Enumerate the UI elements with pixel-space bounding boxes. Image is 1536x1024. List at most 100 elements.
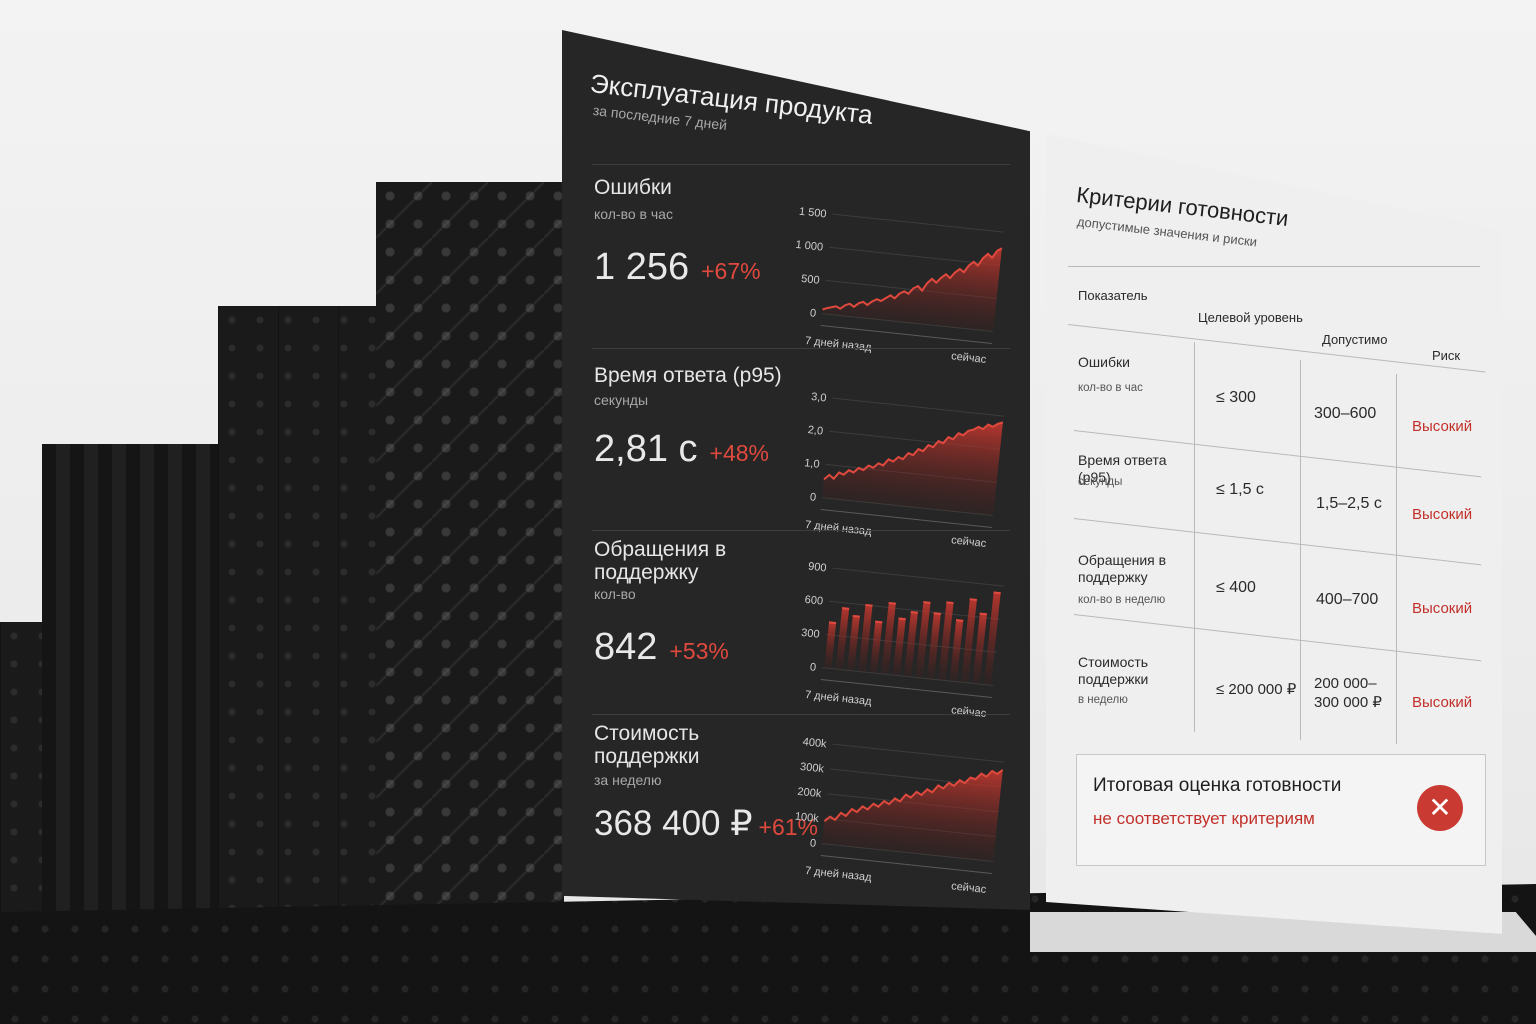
bar [961,598,977,683]
x-axis [820,679,992,698]
metric-delta: +48% [709,440,769,466]
metric-value-number: 2,81 с [594,428,698,470]
bar [972,612,987,685]
x-axis [820,325,992,344]
bar [835,607,850,670]
area-fill [822,248,1002,332]
metric-errors: Ошибки кол-во в час 1 256 +67% 0 500 1 000 1… [562,170,1030,366]
bar-top [993,591,1001,595]
series-line [823,769,1004,822]
row-target: ≤ 1,5 с [1216,481,1264,498]
bar [824,621,837,669]
y-tick-label: 0 [809,837,816,850]
verdict-status: не соответствует критериям [1093,809,1315,828]
divider [592,164,1010,165]
row-allowed: 300–600 [1314,405,1377,422]
row-allowed: 1,5–2,5 с [1316,495,1382,512]
background-slab [218,306,378,1024]
x-start-label: 7 дней назад [804,865,872,884]
metric-delta: +61% [758,814,818,840]
y-tick-label: 0 [809,307,816,320]
readiness-verdict: Итоговая оценка готовности не соответств… [1076,754,1486,866]
metric-value-number: 842 [594,626,658,668]
metric-value: 368 400 ₽ +61% [594,804,818,844]
bar-top [933,612,941,616]
x-end-label: сейчас [951,534,988,550]
y-tick-label: 400k [802,736,827,750]
area-fill [822,422,1003,516]
row-risk: Высокий [1412,694,1473,711]
metric-name: Ошибки [594,176,672,199]
x-icon: ✕ [1417,785,1463,831]
bar [869,620,883,674]
gridline [832,397,1004,417]
metric-support-cost: Стоимость поддержки за неделю 368 400 ₽ +… [562,718,1030,908]
y-tick-label: 300k [799,761,824,775]
row-target: ≤ 400 [1216,579,1256,596]
y-tick-label: 1 000 [795,239,824,254]
bar [904,610,918,677]
bar-top [969,598,977,601]
metric-value-number: 1 256 [594,246,690,288]
bar-top [875,620,883,624]
divider [592,530,1010,531]
metric-unit: секунды [594,392,649,408]
y-tick-label: 0 [809,491,816,504]
series-line [823,421,1004,481]
bar [983,591,1001,686]
x-end-label: сейчас [951,880,988,896]
column-header-allowed: Допустимо [1322,332,1388,347]
y-tick-label: 1,0 [804,457,820,471]
bar-top [828,621,837,625]
metric-support-requests: Обращения в поддержку кол-во 842 +53% 0 30… [562,534,1030,734]
x-axis [820,509,992,528]
bar-top [923,601,931,604]
metric-unit: кол-во [594,586,636,602]
column-rule [1194,342,1195,732]
metric-name: Обращения в поддержку [594,538,727,584]
y-tick-label: 300 [801,627,821,641]
bar [892,617,906,676]
bar [881,601,896,675]
column-rule [1300,360,1301,740]
y-tick-label: 200k [797,786,822,800]
row-metric-unit: секунды [1078,476,1123,488]
metric-response-time: Время ответа (p95) секунды 2,81 с +48% 0 1… [562,352,1030,550]
row-risk: Высокий [1412,418,1473,435]
chart-errors: 0 500 1 000 1 500 7 дней назад сейчас [794,198,1014,366]
row-metric-unit: кол-во в час [1078,382,1143,394]
bar-top [955,619,964,622]
gridline [832,743,1004,763]
bar-top [910,610,918,614]
x-start-label: 7 дней назад [804,689,872,708]
bar [858,603,873,673]
row-target: ≤ 200 000 ₽ [1216,681,1297,698]
x-end-label: сейчас [951,704,988,720]
row-allowed: 400–700 [1316,591,1379,608]
row-metric-name: Стоимость поддержки [1078,654,1149,687]
row-metric-unit: в неделю [1078,694,1128,706]
y-tick-label: 3,0 [811,391,827,405]
gridline [832,567,1004,587]
row-target: ≤ 300 [1216,389,1256,406]
y-tick-label: 900 [808,561,828,575]
row-metric-name: Ошибки [1078,354,1130,370]
divider [592,714,1010,715]
column-rule [1396,374,1397,744]
bar-top [898,617,906,621]
row-metric-unit: кол-во в неделю [1078,594,1166,606]
y-tick-label: 2,0 [807,424,823,438]
metric-unit: кол-во в час [594,206,673,222]
bar [938,601,954,681]
bar-top [979,612,987,616]
y-tick-label: 100k [794,811,819,825]
metric-value: 1 256 +67% [594,246,761,289]
column-header-metric: Показатель [1078,288,1148,303]
y-tick-label: 500 [801,273,821,287]
bar-top [852,614,860,618]
y-tick-label: 600 [804,594,824,608]
column-header-risk: Риск [1432,348,1461,363]
